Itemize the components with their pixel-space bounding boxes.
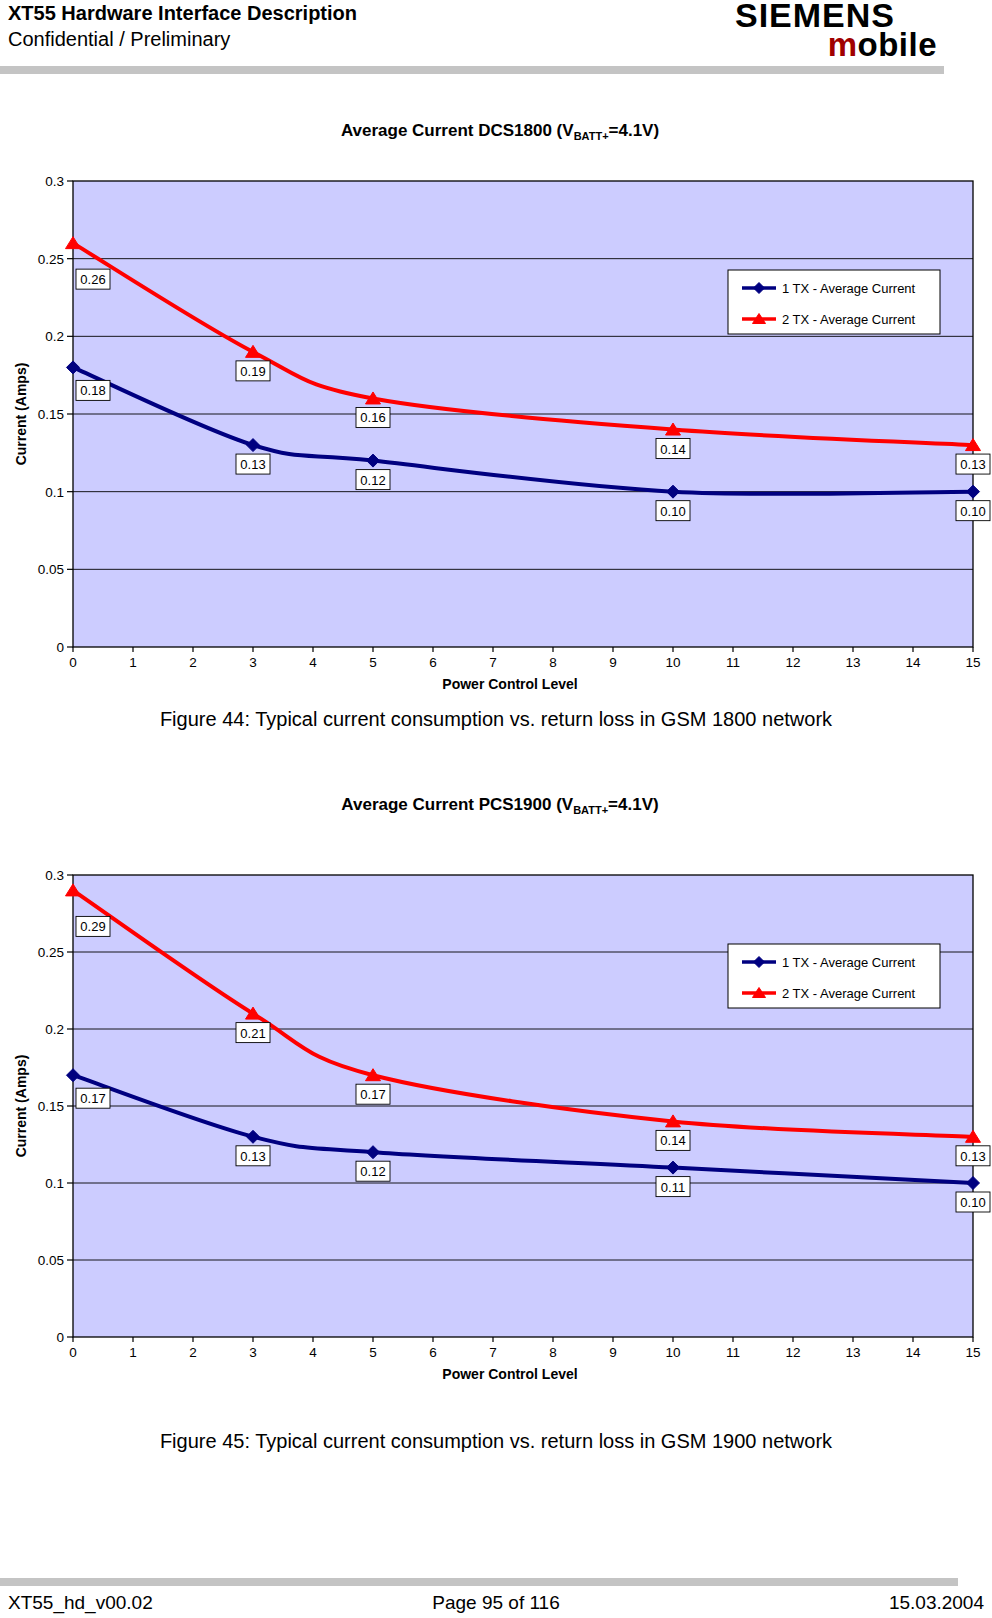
svg-text:0.1: 0.1 — [45, 1176, 64, 1191]
svg-text:15: 15 — [965, 655, 980, 670]
svg-text:10: 10 — [665, 1345, 680, 1360]
svg-text:7: 7 — [489, 655, 497, 670]
svg-text:0.17: 0.17 — [80, 1091, 105, 1106]
document-page: XT55 Hardware Interface Description Conf… — [0, 0, 992, 1618]
svg-text:0.10: 0.10 — [960, 504, 985, 519]
svg-text:13: 13 — [845, 1345, 860, 1360]
svg-text:2: 2 — [189, 1345, 197, 1360]
footer-divider — [0, 1578, 958, 1586]
svg-text:3: 3 — [249, 1345, 257, 1360]
svg-text:0: 0 — [56, 1330, 64, 1345]
svg-text:8: 8 — [549, 1345, 557, 1360]
svg-text:12: 12 — [785, 655, 800, 670]
legend-label-2tx: 2 TX - Average Current — [782, 312, 916, 327]
svg-text:3: 3 — [249, 655, 257, 670]
svg-text:1: 1 — [129, 655, 137, 670]
svg-text:9: 9 — [609, 1345, 617, 1360]
svg-text:0.14: 0.14 — [660, 442, 685, 457]
svg-text:0.13: 0.13 — [240, 1149, 265, 1164]
svg-text:0: 0 — [56, 640, 64, 655]
y-axis-title: Current (Amps) — [13, 363, 29, 466]
svg-text:0.3: 0.3 — [45, 868, 64, 883]
footer-page-number: Page 95 of 116 — [0, 1592, 992, 1614]
chart-title: Average Current DCS1800 (VBATT+=4.1V) — [341, 121, 659, 142]
figure-44-caption: Figure 44: Typical current consumption v… — [16, 708, 976, 731]
svg-text:14: 14 — [905, 1345, 921, 1360]
svg-text:0.12: 0.12 — [360, 473, 385, 488]
svg-text:0.13: 0.13 — [960, 457, 985, 472]
svg-text:0.1: 0.1 — [45, 485, 64, 500]
svg-text:0.11: 0.11 — [661, 1180, 685, 1195]
chart-title: Average Current PCS1900 (VBATT+=4.1V) — [341, 795, 658, 816]
legend: 1 TX - Average Current 2 TX - Average Cur… — [728, 270, 940, 334]
svg-text:0.05: 0.05 — [38, 1253, 64, 1268]
figure-45-caption: Figure 45: Typical current consumption v… — [16, 1430, 976, 1453]
legend-label-2tx: 2 TX - Average Current — [782, 986, 916, 1001]
svg-text:15: 15 — [965, 1345, 980, 1360]
svg-text:0.3: 0.3 — [45, 174, 64, 189]
svg-text:0.17: 0.17 — [360, 1087, 385, 1102]
dcs1800-current-chart: 00.050.10.150.20.250.3012345678910111213… — [0, 108, 992, 708]
footer-date: 15.03.2004 — [889, 1592, 984, 1614]
svg-text:0.15: 0.15 — [38, 1099, 64, 1114]
svg-text:1: 1 — [129, 1345, 137, 1360]
svg-text:9: 9 — [609, 655, 617, 670]
svg-text:13: 13 — [845, 655, 860, 670]
svg-text:0: 0 — [69, 1345, 77, 1360]
svg-text:0: 0 — [69, 655, 77, 670]
legend-label-1tx: 1 TX - Average Current — [782, 955, 916, 970]
svg-text:0.19: 0.19 — [240, 364, 265, 379]
svg-text:0.13: 0.13 — [240, 457, 265, 472]
svg-text:0.2: 0.2 — [45, 329, 64, 344]
svg-text:6: 6 — [429, 655, 437, 670]
svg-text:4: 4 — [309, 655, 317, 670]
logo-m-accent: m — [828, 26, 858, 63]
svg-text:5: 5 — [369, 1345, 377, 1360]
logo-obile: obile — [857, 26, 937, 63]
svg-text:2: 2 — [189, 655, 197, 670]
document-title: XT55 Hardware Interface Description — [8, 2, 357, 25]
svg-text:0.05: 0.05 — [38, 562, 64, 577]
svg-text:12: 12 — [785, 1345, 800, 1360]
svg-text:0.25: 0.25 — [38, 252, 64, 267]
svg-text:0.26: 0.26 — [80, 272, 105, 287]
svg-text:0.25: 0.25 — [38, 945, 64, 960]
svg-text:0.21: 0.21 — [240, 1026, 265, 1041]
svg-text:5: 5 — [369, 655, 377, 670]
svg-text:0.14: 0.14 — [660, 1133, 685, 1148]
pcs1900-current-chart: 00.050.10.150.20.250.3012345678910111213… — [0, 782, 992, 1386]
svg-text:11: 11 — [726, 1345, 740, 1360]
document-subtitle: Confidential / Preliminary — [8, 28, 230, 51]
svg-text:0.12: 0.12 — [360, 1164, 385, 1179]
svg-text:0.15: 0.15 — [38, 407, 64, 422]
y-axis-title: Current (Amps) — [13, 1055, 29, 1158]
x-axis-title: Power Control Level — [442, 676, 577, 692]
svg-text:11: 11 — [726, 655, 740, 670]
svg-text:0.13: 0.13 — [960, 1149, 985, 1164]
svg-text:0.29: 0.29 — [80, 919, 105, 934]
svg-text:8: 8 — [549, 655, 557, 670]
siemens-mobile-logo: mobile — [828, 26, 937, 64]
svg-text:0.10: 0.10 — [960, 1195, 985, 1210]
svg-text:4: 4 — [309, 1345, 317, 1360]
svg-text:0.10: 0.10 — [660, 504, 685, 519]
svg-text:0.18: 0.18 — [80, 383, 105, 398]
svg-text:10: 10 — [665, 655, 680, 670]
legend-label-1tx: 1 TX - Average Current — [782, 281, 916, 296]
header-divider — [0, 66, 944, 74]
svg-text:6: 6 — [429, 1345, 437, 1360]
svg-text:7: 7 — [489, 1345, 497, 1360]
svg-text:0.2: 0.2 — [45, 1022, 64, 1037]
svg-text:14: 14 — [905, 655, 921, 670]
svg-text:0.16: 0.16 — [360, 410, 385, 425]
legend: 1 TX - Average Current 2 TX - Average Cur… — [728, 944, 940, 1008]
x-axis-title: Power Control Level — [442, 1366, 577, 1382]
